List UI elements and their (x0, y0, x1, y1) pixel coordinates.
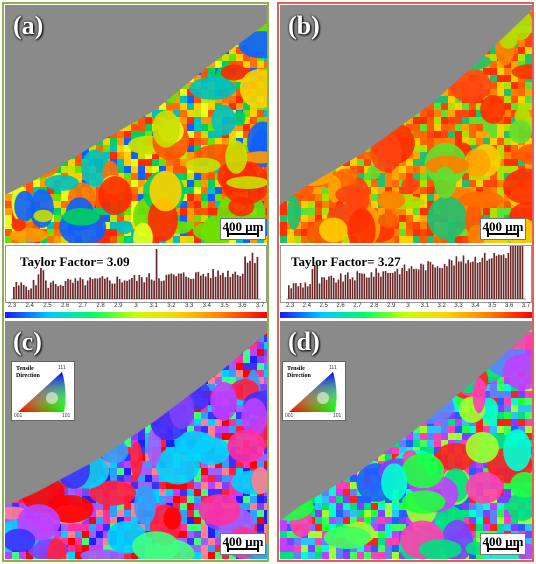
tick-label: 3.7 (521, 303, 531, 309)
tick-label: 2.5 (43, 303, 52, 309)
tick-label: 3.1 (420, 303, 430, 309)
scale-bar-text: 400 μm (222, 219, 264, 234)
map-c: (c) Tensile Direction 001 101 111 400 μm (5, 321, 267, 559)
ipf-label-111: 111 (329, 365, 337, 371)
tick-label: 3.4 (471, 303, 480, 309)
tick-label: 2.6 (60, 303, 70, 309)
tick-label: 3 (134, 303, 138, 309)
tick-label: 2.9 (386, 303, 396, 309)
scale-bar-d: 400 μm (480, 533, 526, 555)
panel-label-c: (c) (13, 327, 42, 356)
tick-label: 2.3 (285, 303, 295, 309)
ipf-label-101: 101 (333, 413, 342, 419)
scale-bar-a: 400 μm (220, 218, 266, 240)
tick-label: 2.3 (7, 303, 17, 309)
tick-label: 3.5 (220, 303, 229, 309)
ipf-label-111: 111 (58, 365, 66, 371)
ipf-label-001: 001 (14, 413, 23, 419)
grain-map-a (5, 5, 267, 243)
map-a: (a) 400 μm (5, 5, 267, 243)
histogram-bars-a (11, 249, 261, 300)
tick-label: 2.6 (336, 303, 345, 309)
scale-bar-text: 400 μm (482, 219, 524, 234)
scale-bar-text: 400 μm (482, 534, 524, 549)
tick-label: 2.5 (319, 303, 328, 309)
grain-map-c (5, 321, 267, 559)
tick-labels-b: 2.3 2.4 2.5 2.6 2.7 2.8 2.9 3 3.1 3.2 3.3 3.4 3.5 3.6… (286, 303, 530, 311)
map-d: (d) Tensile Direction 001 101 111 400 μm (280, 321, 532, 559)
colorbar-a (5, 312, 267, 318)
ipf-triangle-c (18, 372, 66, 412)
ipf-legend-d: Tensile Direction 001 101 111 (282, 361, 346, 421)
histogram-b: Taylor Factor= 3.27 (280, 232, 532, 303)
ipf-legend-c: Tensile Direction 001 101 111 (11, 361, 75, 421)
tick-label: 3.3 (184, 303, 194, 309)
tick-label: 3.6 (504, 303, 514, 309)
tick-label: 3.3 (454, 303, 463, 309)
scale-bar-c: 400 μm (220, 533, 266, 555)
tick-labels-a: 2.3 2.4 2.5 2.6 2.7 2.8 2.9 3 3.1 3.2 3.3 3.4 3.5 3.6… (8, 303, 264, 311)
tick-label: 3 (406, 303, 410, 309)
tick-label: 2.8 (96, 303, 105, 309)
ipf-triangle-d (289, 372, 337, 412)
tick-label: 3.5 (488, 303, 497, 309)
panel-label-b: (b) (288, 11, 320, 40)
ipf-title: Tensile Direction (16, 366, 40, 379)
tick-label: 2.7 (353, 303, 362, 309)
tick-label: 2.8 (370, 303, 379, 309)
ipf-title: Tensile Direction (287, 366, 311, 379)
tick-label: 2.7 (78, 303, 88, 309)
ipf-label-101: 101 (62, 413, 71, 419)
panel-label-a: (a) (13, 11, 44, 40)
panel-label-d: (d) (288, 327, 320, 356)
grain-map-b (280, 5, 532, 243)
tick-label: 2.9 (114, 303, 123, 309)
histogram-bars-b (286, 232, 526, 300)
tick-label: 2.4 (25, 303, 34, 309)
tick-label: 2.4 (302, 303, 312, 309)
tick-label: 3.7 (255, 303, 265, 309)
colorbar-b (280, 312, 532, 318)
tick-label: 3.2 (437, 303, 446, 309)
map-b: (b) 400 μm (280, 5, 532, 243)
tick-label: 3.4 (202, 303, 212, 309)
taylor-factor-a: Taylor Factor= 3.09 (20, 254, 130, 269)
tick-label: 3.6 (238, 303, 247, 309)
histogram-a: Taylor Factor= 3.09 (5, 245, 267, 303)
taylor-factor-b: Taylor Factor= 3.27 (291, 254, 401, 269)
tick-label: 3.2 (167, 303, 176, 309)
scale-bar-b: 400 μm (480, 218, 526, 240)
tick-label: 3.1 (149, 303, 158, 309)
ipf-label-001: 001 (285, 413, 294, 419)
scale-bar-text: 400 μm (222, 534, 264, 549)
